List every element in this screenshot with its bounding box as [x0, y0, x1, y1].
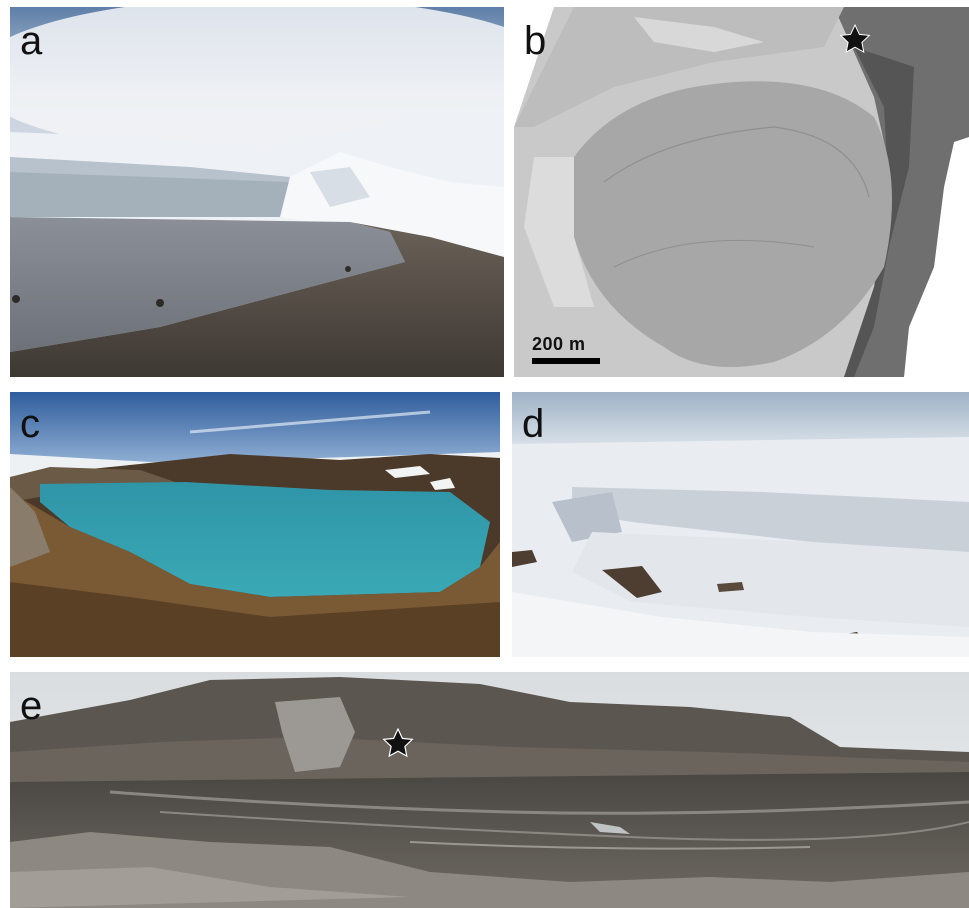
panel-label-b: b [524, 19, 547, 63]
photo-panel-c: c [10, 392, 500, 657]
glacier-lake-photo [10, 7, 504, 377]
photo-panel-d: d [512, 392, 969, 657]
photo-panel-b: b [514, 7, 969, 377]
scale-bar: 200 m [532, 334, 600, 364]
panel-label-c: c [20, 402, 40, 446]
star-icon [382, 727, 414, 758]
photo-panel-a: a [10, 7, 504, 377]
scale-bar-line [532, 358, 600, 364]
outwash-plain-panorama [10, 672, 969, 908]
panel-label-e: e [20, 684, 43, 728]
star-icon [839, 23, 871, 54]
snow-covered-caldera-photo [512, 392, 969, 657]
shaded-relief-map [514, 7, 969, 377]
panel-label-d: d [522, 402, 545, 446]
scale-bar-label: 200 m [532, 334, 586, 354]
photo-panel-e: e [10, 672, 969, 908]
crater-lake-photo [10, 392, 500, 657]
panel-label-a: a [20, 19, 43, 63]
